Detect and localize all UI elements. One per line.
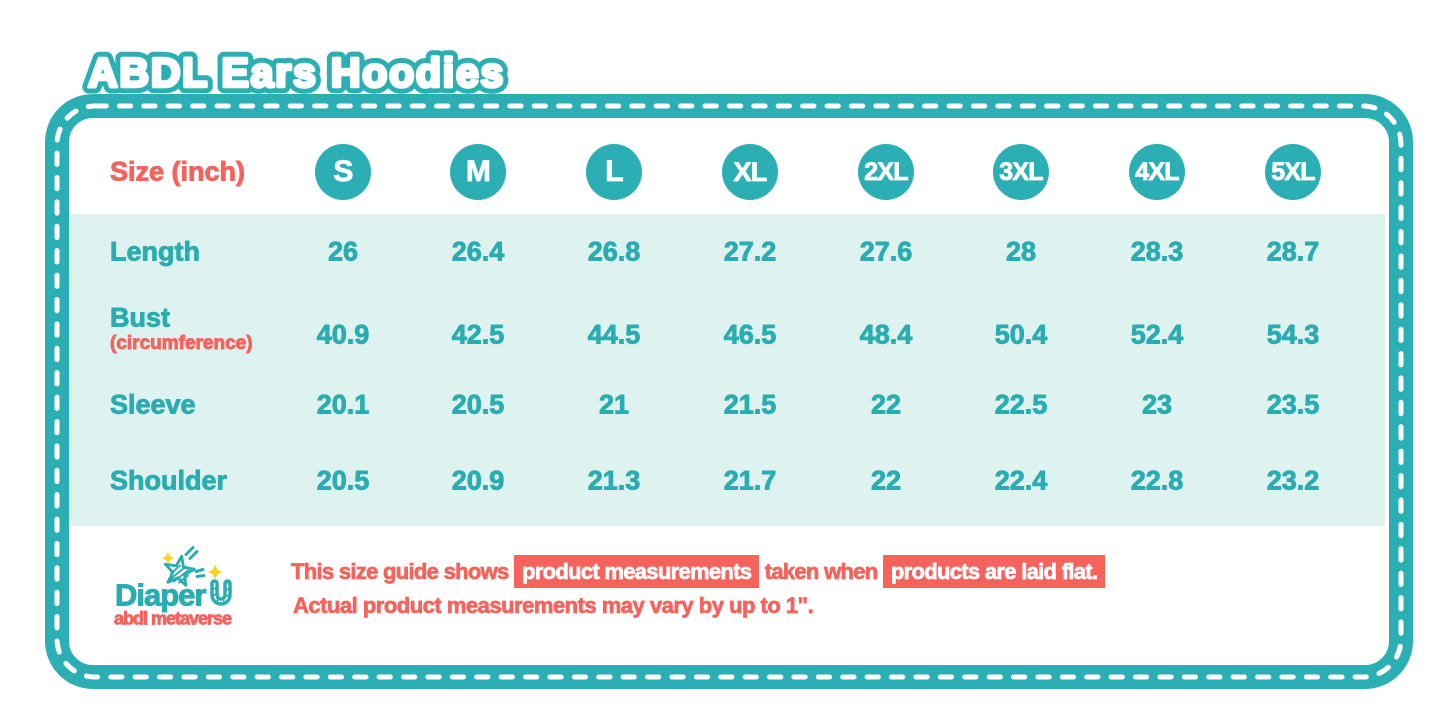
svg-text:ABDL Ears Hoodies: ABDL Ears Hoodies bbox=[88, 50, 505, 96]
svg-text:abdl metaverse: abdl metaverse bbox=[114, 609, 232, 629]
svg-text:ABDL Ears Hoodies: ABDL Ears Hoodies bbox=[88, 50, 505, 96]
svg-text:Diaper: Diaper bbox=[115, 578, 206, 613]
